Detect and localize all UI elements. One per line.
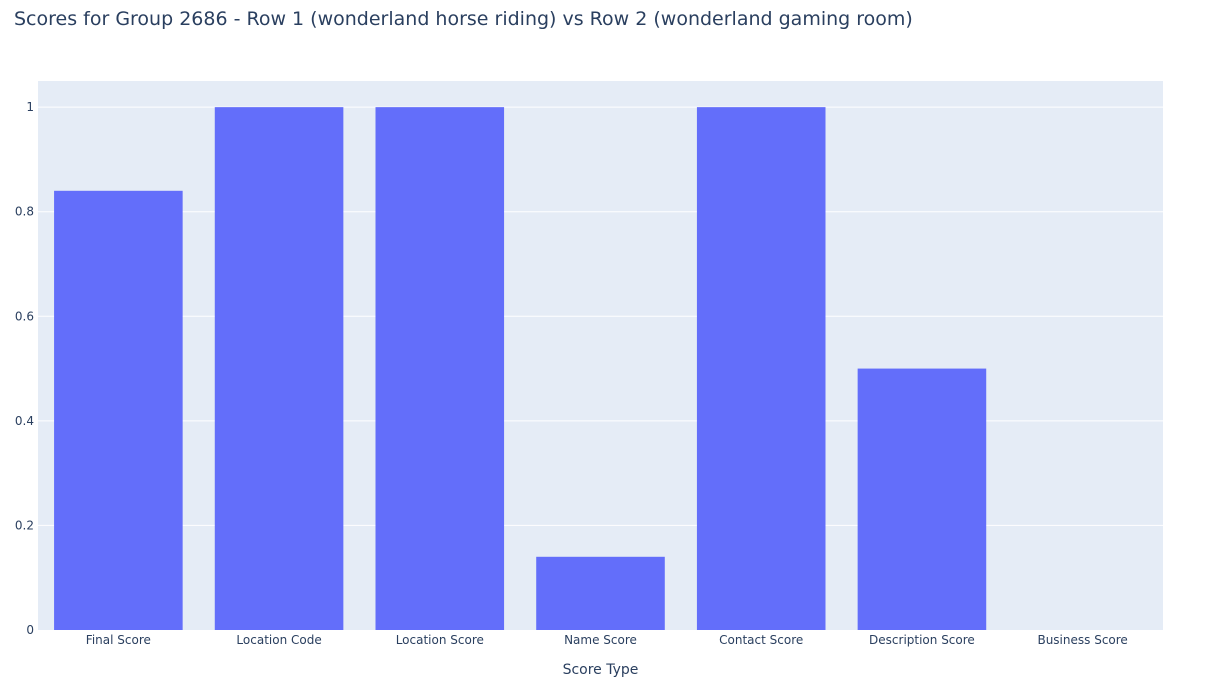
x-tick-label: Location Score xyxy=(396,633,484,647)
y-tick-label: 0.6 xyxy=(15,309,34,323)
x-tick-label: Final Score xyxy=(86,633,151,647)
y-axis-ticks: 0 0.2 0.4 0.6 0.8 1 xyxy=(15,100,34,637)
bar[interactable] xyxy=(857,368,987,630)
x-tick-label: Description Score xyxy=(869,633,975,647)
y-tick-label: 1 xyxy=(26,100,34,114)
plot-area xyxy=(38,81,1163,630)
x-tick-label: Name Score xyxy=(564,633,637,647)
x-axis-ticks: Final Score Location Code Location Score Na… xyxy=(86,633,1128,647)
bar[interactable] xyxy=(214,107,344,630)
x-axis-title: Score Type xyxy=(563,662,639,678)
bar[interactable] xyxy=(696,107,826,630)
chart-title: Scores for Group 2686 - Row 1 (wonderlan… xyxy=(14,8,913,30)
y-tick-label: 0 xyxy=(26,623,34,637)
bar[interactable] xyxy=(54,190,183,631)
bar[interactable] xyxy=(375,107,505,630)
y-tick-label: 0.2 xyxy=(15,518,34,532)
x-tick-label: Location Code xyxy=(236,633,321,647)
bars xyxy=(54,107,987,631)
bar[interactable] xyxy=(536,556,665,630)
x-tick-label: Business Score xyxy=(1037,633,1127,647)
x-tick-label: Contact Score xyxy=(719,633,803,647)
y-tick-label: 0.8 xyxy=(15,205,34,219)
y-tick-label: 0.4 xyxy=(15,414,34,428)
